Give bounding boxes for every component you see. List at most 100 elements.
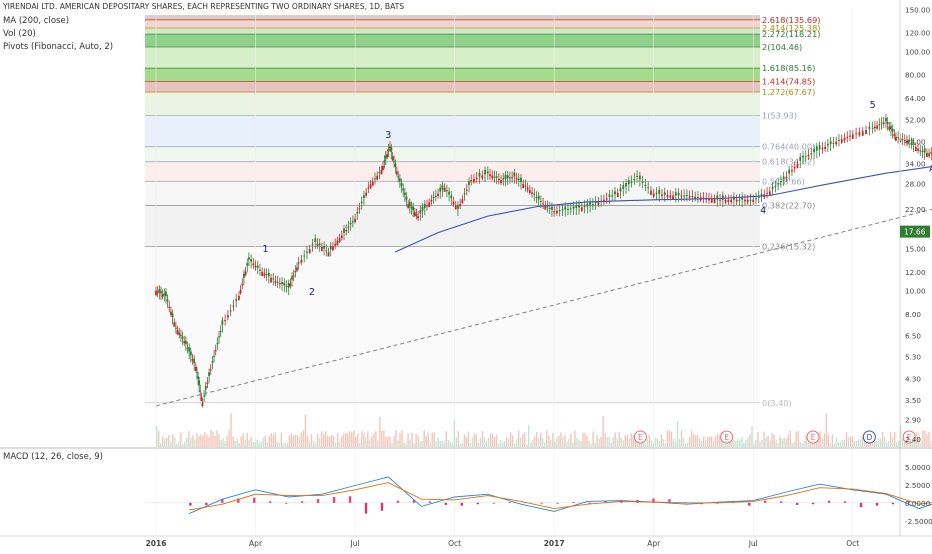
volume-bar [302, 430, 305, 447]
volume-bar [280, 432, 283, 447]
volume-bar [801, 442, 803, 447]
volume-bar [578, 440, 580, 447]
volume-bar [803, 440, 805, 447]
volume-bar [479, 437, 482, 447]
candle-body [500, 180, 502, 184]
candle-body [511, 177, 514, 179]
candle-body [658, 189, 661, 195]
fib-label-5: 1.414(74.85) [762, 77, 815, 87]
volume-bar [367, 431, 369, 447]
earnings-marker-3 [862, 430, 876, 444]
volume-bar [894, 431, 896, 447]
candle-body [895, 136, 897, 141]
volume-bar [471, 437, 474, 447]
volume-bar [719, 435, 721, 447]
candle-body [206, 382, 209, 384]
indicator-ma200[interactable]: MA (200, close) [3, 16, 70, 26]
fib-label-8: 0.764(40.00) [762, 142, 815, 152]
volume-bar [819, 431, 821, 447]
volume-bar [829, 443, 832, 447]
volume-bar [576, 438, 578, 447]
volume-bar [682, 438, 685, 447]
volume-bar [405, 443, 407, 447]
candle-body [168, 306, 171, 308]
candle-body [619, 188, 622, 192]
volume-bar [198, 436, 200, 447]
candle-body [197, 376, 199, 379]
candle-body [274, 280, 277, 283]
candle-body [749, 199, 752, 201]
volume-bar [455, 437, 458, 447]
candle-body [647, 187, 650, 189]
volume-bar [409, 439, 411, 447]
candle-body [771, 186, 774, 189]
volume-bar [807, 438, 809, 447]
candle-body [156, 291, 159, 294]
volume-bar [646, 439, 649, 447]
candle-body [430, 199, 433, 202]
volume-bar [596, 435, 598, 447]
candle-body [403, 192, 406, 195]
candle-body [199, 390, 202, 392]
candle-body [539, 200, 542, 202]
candle-body [561, 209, 564, 211]
indicator-volume[interactable]: Vol (20) [3, 29, 36, 39]
volume-bar [353, 430, 355, 447]
volume-bar [706, 436, 709, 447]
candle-body [383, 160, 386, 163]
y-tick-label-15: 6.50 [905, 331, 921, 340]
indicator-pivots[interactable]: Pivots (Fibonacci, Auto, 2) [3, 42, 114, 52]
candle-body [408, 201, 411, 207]
candle-body [407, 204, 410, 209]
candle-body [276, 281, 279, 283]
volume-bar [519, 437, 522, 447]
candle-body [351, 221, 354, 223]
volume-bar [441, 440, 443, 447]
y-tick-label-5: 52.00 [905, 115, 926, 124]
macd-title[interactable]: MACD (12, 26, close, 9) [3, 452, 103, 462]
fib-label-0: 2.618(135.69) [762, 15, 820, 25]
volume-bar [180, 432, 182, 447]
volume-bar [632, 435, 634, 447]
candle-body [261, 271, 264, 276]
fib-band-3 [145, 34, 760, 47]
candle-body [583, 205, 586, 207]
macd-hist-bar [556, 502, 559, 504]
candle-body [526, 187, 529, 190]
candle-body [804, 156, 807, 158]
volume-bar [650, 440, 653, 447]
volume-bar [270, 433, 273, 447]
volume-bar [773, 434, 775, 447]
candle-body [891, 129, 894, 132]
volume-bar [425, 436, 427, 447]
earnings-marker-4 [902, 430, 916, 444]
candle-body [189, 351, 192, 356]
volume-bar [877, 438, 880, 447]
volume-bar [403, 442, 405, 447]
volume-bar [924, 430, 926, 447]
candle-body [426, 205, 428, 207]
macd-hist-bar [811, 502, 815, 505]
volume-bar [421, 440, 423, 447]
volume-bar [268, 436, 271, 447]
volume-bar [393, 435, 395, 447]
volume-bar [178, 441, 180, 447]
volume-bar [375, 430, 377, 447]
volume-bar [196, 433, 198, 447]
candle-body [419, 210, 422, 214]
volume-bar [162, 436, 164, 447]
volume-bar [186, 437, 188, 447]
volume-bar [220, 440, 222, 447]
volume-bar [739, 439, 741, 447]
candle-body [238, 296, 240, 300]
candle-body [314, 238, 317, 242]
candle-body [155, 290, 157, 296]
candle-body [371, 181, 374, 186]
volume-bar [676, 421, 679, 447]
fib-band-12 [145, 205, 760, 247]
macd-hist-bar [237, 498, 240, 503]
volume-bar [805, 434, 807, 447]
volume-bar [274, 432, 277, 447]
candle-body [452, 201, 455, 205]
